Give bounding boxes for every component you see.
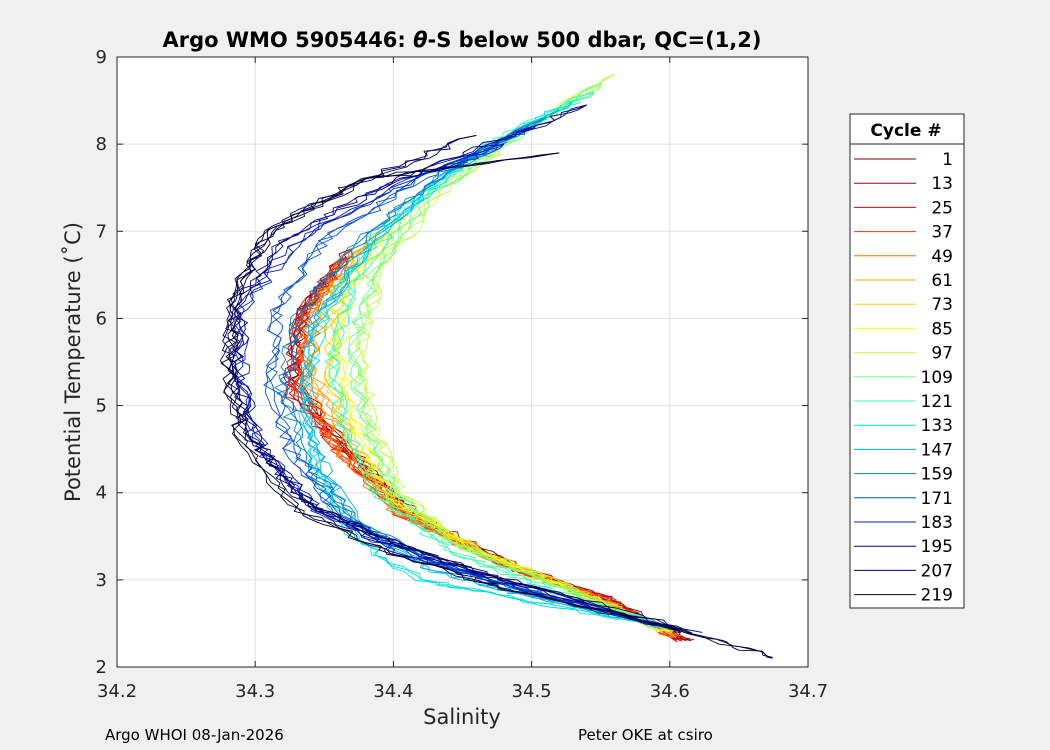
legend-label: 97 <box>931 344 953 364</box>
y-tick-label: 8 <box>96 134 107 155</box>
y-tick-label: 6 <box>96 308 107 329</box>
x-tick-label: 34.4 <box>373 681 413 702</box>
y-tick-label: 4 <box>96 483 107 504</box>
series-line <box>231 104 677 633</box>
y-tick-label: 9 <box>96 47 107 68</box>
x-tick-label: 34.5 <box>512 681 552 702</box>
legend-label: 1 <box>942 150 953 170</box>
legend-label: 25 <box>931 198 953 218</box>
legend-items: 1 13 25 37 49 61 73 85 97 109 121 133 147 159 171 183 19… <box>854 150 953 606</box>
legend-label: 37 <box>931 223 953 243</box>
legend-label: 61 <box>931 271 953 291</box>
plot-frame <box>116 56 809 668</box>
legend-label: 207 <box>921 561 953 581</box>
legend-label: 219 <box>921 586 953 606</box>
series-line <box>230 104 681 633</box>
series-line <box>264 126 673 628</box>
chart-title: Argo WMO 5905446: θ-S below 500 dbar, QC… <box>162 28 761 52</box>
series-line <box>222 134 691 634</box>
x-tick-label: 34.7 <box>788 681 828 702</box>
legend-label: 13 <box>931 174 953 194</box>
legend-label: 147 <box>921 440 953 460</box>
legend-label: 183 <box>921 513 953 533</box>
legend-label: 133 <box>921 416 953 436</box>
series-line <box>219 134 703 633</box>
legend-label: 121 <box>921 392 953 412</box>
y-tick-label: 7 <box>96 221 107 242</box>
series-line <box>233 143 667 628</box>
legend-title: Cycle # <box>870 121 941 141</box>
series-layer <box>219 73 773 659</box>
y-tick-label: 3 <box>96 570 107 591</box>
series-line <box>348 82 666 629</box>
legend: Cycle # 1 13 25 37 49 61 73 85 97 109 121 133 147 159… <box>849 113 965 609</box>
footer-source: Argo WHOI 08-Jan-2026 <box>105 726 284 744</box>
series-109 <box>347 82 675 630</box>
series-line <box>347 82 665 629</box>
legend-label: 109 <box>921 368 953 388</box>
series-line <box>297 108 667 628</box>
legend-label: 73 <box>931 295 953 315</box>
series-219 <box>220 152 773 659</box>
ticks <box>116 56 809 668</box>
legend-label: 49 <box>931 247 953 267</box>
x-axis-label: Salinity <box>423 705 501 729</box>
y-tick-label: 2 <box>96 657 107 678</box>
y-axis-label: Potential Temperature (˚C) <box>61 222 85 502</box>
x-tick-label: 34.6 <box>650 681 690 702</box>
series-line <box>324 91 668 629</box>
series-line <box>220 152 773 659</box>
footer-author: Peter OKE at csiro <box>578 726 713 744</box>
series-line <box>347 82 675 630</box>
series-line <box>328 91 678 630</box>
legend-label: 195 <box>921 537 953 557</box>
y-tick-label: 5 <box>96 396 107 417</box>
legend-label: 171 <box>921 489 953 509</box>
x-tick-label: 34.3 <box>235 681 275 702</box>
legend-label: 159 <box>921 465 953 485</box>
legend-box <box>849 113 965 609</box>
tick-labels: 34.2 34.3 34.4 34.5 34.6 34.7 2 3 4 5 6 7 8 9 <box>96 47 828 702</box>
legend-label: 85 <box>931 319 953 339</box>
x-tick-label: 34.2 <box>97 681 137 702</box>
